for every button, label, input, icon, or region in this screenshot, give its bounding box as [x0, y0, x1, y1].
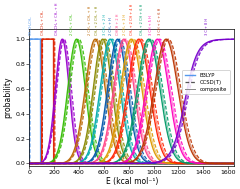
Text: 2 CH₂ + 3 H: 2 CH₂ + 3 H	[123, 14, 127, 36]
Text: CH₃CH₂ + CH₃: CH₃CH₂ + CH₃	[41, 11, 45, 36]
Text: CH₃CH₂CH₃: CH₃CH₂CH₃	[29, 16, 33, 36]
Legend: B3LYP, CCSD(T), composite: B3LYP, CCSD(T), composite	[182, 70, 230, 94]
Text: 2 CH₃ + CH₂: 2 CH₃ + CH₂	[70, 14, 74, 36]
Y-axis label: probability: probability	[3, 77, 12, 118]
Text: 2 CH₂ + H: 2 CH₂ + H	[109, 18, 113, 36]
X-axis label: E (kcal mol⁻¹): E (kcal mol⁻¹)	[106, 177, 158, 186]
Text: CH₂ + 2 CH₂ + H: CH₂ + 2 CH₂ + H	[95, 6, 99, 36]
Text: 3 CH + C + 6 H: 3 CH + C + 6 H	[158, 8, 162, 36]
Text: 3 CH₂ + 2 H: 3 CH₂ + 2 H	[102, 14, 107, 36]
Text: 2 CH₂ + CH₂ + H: 2 CH₂ + CH₂ + H	[88, 6, 92, 36]
Text: CHCH + 2 H: CHCH + 2 H	[115, 14, 120, 36]
Text: CH₂CH₂ + CH₃ + H: CH₂CH₂ + CH₃ + H	[55, 3, 59, 36]
Text: 3 CH + 5 H: 3 CH + 5 H	[149, 16, 153, 36]
Text: 3 C + 8 H: 3 C + 8 H	[205, 19, 209, 36]
Text: CH₂ + 2 CH + 6 H: CH₂ + 2 CH + 6 H	[140, 4, 144, 36]
Text: CH₂ + 2 CH + 4 H: CH₂ + 2 CH + 4 H	[130, 4, 134, 36]
